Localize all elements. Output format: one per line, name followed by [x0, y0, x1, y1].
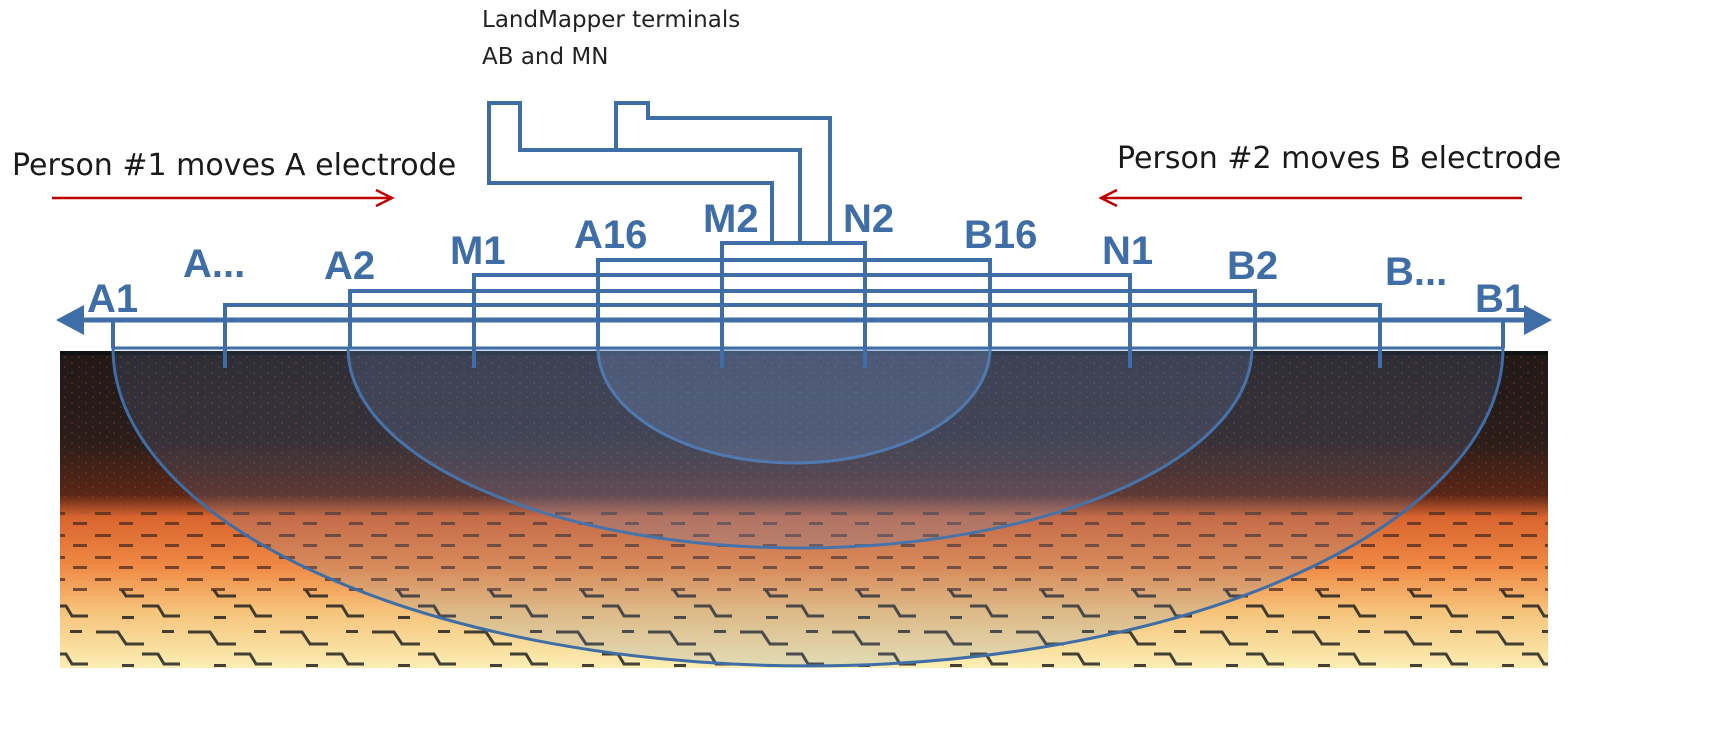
electrode-label-b16: B16: [964, 213, 1037, 257]
electrode-label-b-more: B...: [1385, 250, 1447, 294]
soil-section: [60, 353, 1548, 668]
left-arrowhead-icon: [56, 305, 84, 335]
cable-a16-b16: [596, 258, 992, 348]
electrode-label-n1: N1: [1102, 229, 1153, 273]
cable-a-b-more: [223, 303, 1382, 368]
terminal-lead-mn: [614, 101, 832, 243]
electrode-label-n2: N2: [843, 197, 894, 241]
arc-a16-b16: [596, 346, 992, 465]
cable-m1-n1: [472, 273, 1132, 368]
arc-a2-b2: [346, 346, 1254, 550]
terminals-caption-line1: LandMapper terminals: [482, 7, 740, 33]
electrode-label-a-more: A...: [183, 242, 245, 286]
right-arrowhead-icon: [1524, 305, 1552, 335]
subsoil-texture: [60, 510, 1548, 595]
terminals-caption-line2: AB and MN: [482, 44, 608, 70]
electrode-label-a16: A16: [574, 213, 647, 257]
topsoil-texture: [60, 353, 1548, 513]
electrode-label-m1: M1: [450, 229, 506, 273]
profile-axis: [56, 305, 1552, 335]
person2-caption: Person #2 moves B electrode: [1117, 141, 1561, 176]
electrode-cables: [111, 101, 1505, 368]
person2-arrow-icon: [1098, 188, 1522, 208]
electrode-label-m2: M2: [703, 197, 759, 241]
electrode-label-b1: B1: [1475, 277, 1526, 321]
depth-arcs: [111, 346, 1505, 668]
electrode-label-a2: A2: [324, 244, 375, 288]
terminal-lead-ab: [487, 101, 802, 243]
electrode-label-b2: B2: [1227, 244, 1278, 288]
cable-m2-n2: [720, 241, 867, 368]
bedrock-texture: [60, 590, 1548, 668]
arc-a1-b1: [111, 346, 1505, 668]
cable-a2-b2: [348, 289, 1257, 348]
electrode-label-a1: A1: [87, 277, 138, 321]
person1-caption: Person #1 moves A electrode: [12, 148, 456, 183]
person1-arrow-icon: [52, 188, 395, 208]
